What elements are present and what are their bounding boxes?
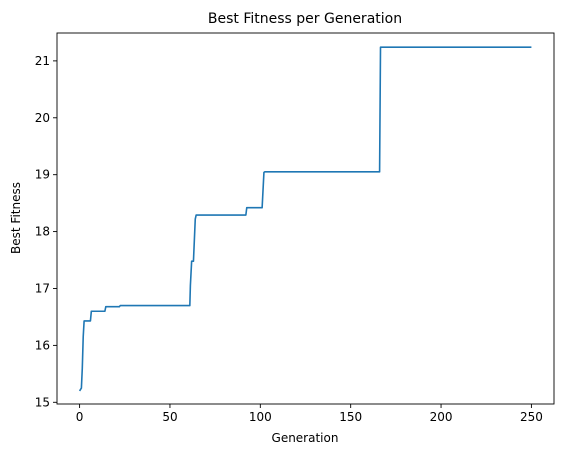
y-axis-label: Best Fitness [9,182,23,254]
y-tick-label: 16 [35,338,50,352]
x-tick-label: 150 [339,410,362,424]
x-axis-label: Generation [272,431,339,445]
x-tick-label: 50 [162,410,177,424]
x-axis-ticks: 0 50 100 150 200 250 [76,404,543,424]
plot-area [56,32,555,405]
x-tick-label: 200 [430,410,453,424]
x-tick-label: 0 [76,410,84,424]
y-tick-label: 21 [35,54,50,68]
y-tick-label: 18 [35,225,50,239]
x-tick-label: 250 [520,410,543,424]
y-tick-label: 17 [35,281,50,295]
x-tick-label: 100 [249,410,272,424]
chart-title: Best Fitness per Generation [208,11,402,27]
plot-frame [56,32,555,405]
y-axis-ticks: 15 16 17 18 19 20 21 [35,54,57,409]
series-line-0 [78,46,532,392]
y-tick-label: 20 [35,111,50,125]
y-tick-label: 19 [35,168,50,182]
y-tick-label: 15 [35,395,50,409]
